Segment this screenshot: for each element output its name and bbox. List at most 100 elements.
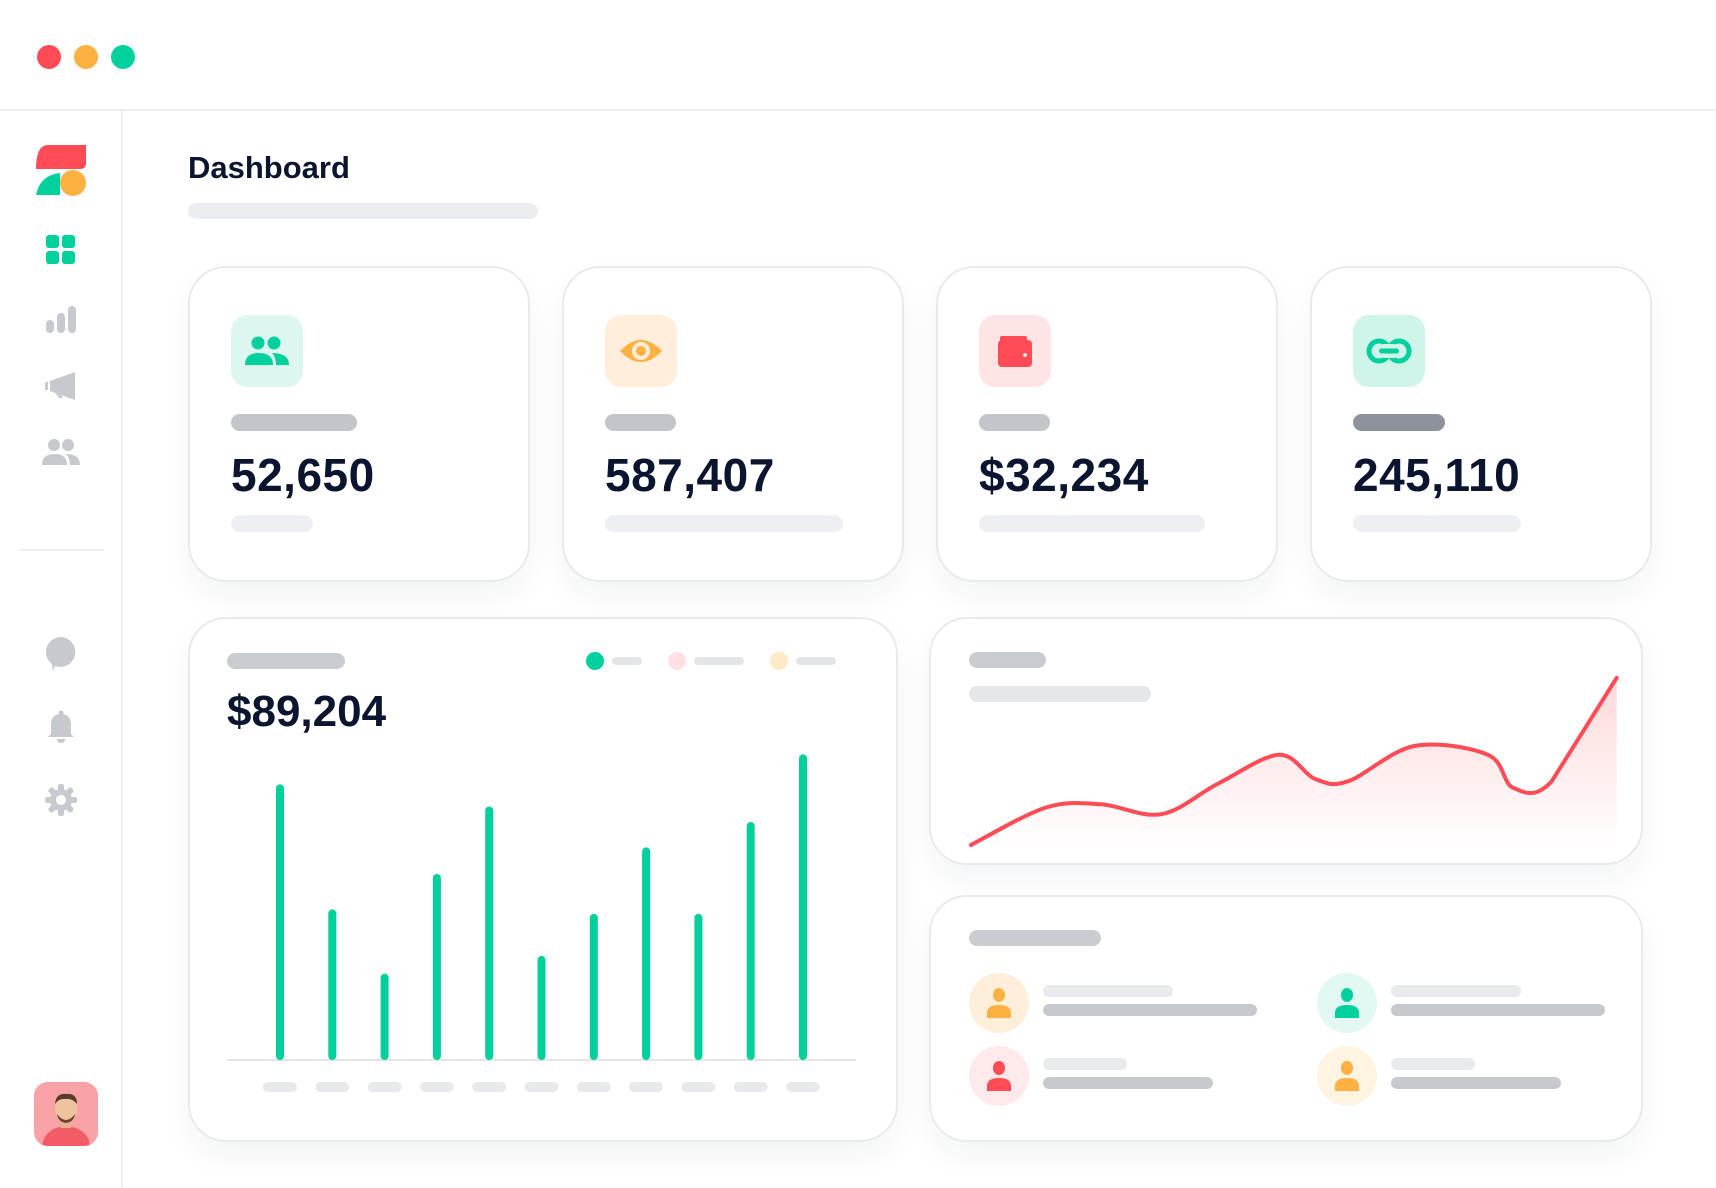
avatar [969,1046,1029,1106]
users-icon [231,315,303,387]
x-tick-label-placeholder [681,1082,716,1092]
stat-caption-placeholder [605,515,843,532]
stat-label-placeholder [605,414,676,431]
bar[interactable] [537,955,546,1060]
avatar [1317,1046,1377,1106]
page-title: Dashboard [188,150,350,185]
revenue-value: $89,204 [227,687,387,736]
maximize-window-button[interactable] [111,45,135,69]
user-icon [987,1061,1011,1091]
stat-card[interactable]: 587,407 [562,266,904,582]
users-icon [42,439,80,465]
app-logo [36,145,86,196]
x-tick-label-placeholder [419,1082,454,1092]
bar-chart [227,754,856,1092]
avatar [1317,973,1377,1033]
avatar-portrait [34,1082,98,1146]
item-title-placeholder [1043,1058,1127,1070]
legend-swatch [586,652,604,670]
stat-card[interactable]: 245,110 [1310,266,1652,582]
list-item[interactable] [969,973,1299,1033]
legend-label-placeholder [796,657,836,665]
minimize-window-button[interactable] [74,45,98,69]
sidebar-item-settings[interactable] [41,780,81,820]
item-subtitle-placeholder [1391,1077,1561,1089]
list-item[interactable] [969,1046,1299,1106]
item-subtitle-placeholder [1043,1077,1213,1089]
bell-icon [48,710,74,743]
legend-label-placeholder [694,657,744,665]
x-tick-label-placeholder [576,1082,611,1092]
megaphone-icon [45,372,75,400]
item-subtitle-placeholder [1391,1004,1605,1016]
x-tick-label-placeholder [263,1082,297,1092]
x-tick-label-placeholder [367,1082,402,1092]
sidebar-item-dashboard[interactable] [41,230,81,270]
bar[interactable] [746,821,755,1060]
gear-icon [45,784,77,816]
legend-swatch [668,652,686,670]
grid-icon [46,235,75,264]
wallet-icon [979,315,1051,387]
line-chart [969,675,1619,847]
legend-item[interactable] [770,652,836,670]
user-icon [987,988,1011,1018]
x-tick-label-placeholder [315,1082,350,1092]
sidebar-item-users[interactable] [41,432,81,472]
stat-label-placeholder [1353,414,1445,431]
chat-icon [46,637,76,671]
subtitle-placeholder [188,203,538,219]
card-title-placeholder [227,653,345,669]
sidebar-item-analytics[interactable] [41,299,81,339]
sidebar-item-messages[interactable] [41,634,81,674]
stat-label-placeholder [231,414,357,431]
bar[interactable] [485,806,494,1060]
stat-value: 245,110 [1353,449,1521,501]
item-title-placeholder [1391,985,1521,997]
legend-item[interactable] [668,652,744,670]
sidebar-separator [20,549,104,551]
stat-label-placeholder [979,414,1050,431]
chart-legend [586,652,836,670]
list-item[interactable] [1317,1046,1647,1106]
bar[interactable] [432,874,441,1060]
item-title-placeholder [1043,985,1173,997]
sidebar-item-campaigns[interactable] [41,366,81,406]
bar[interactable] [642,847,651,1060]
stat-card[interactable]: 52,650 [188,266,530,582]
user-avatar[interactable] [34,1082,98,1146]
trend-chart-card [929,617,1643,865]
bar[interactable] [799,754,807,1060]
sidebar-item-notifications[interactable] [41,707,81,747]
bar[interactable] [328,909,337,1060]
x-tick-label-placeholder [472,1082,507,1092]
x-tick-label-placeholder [524,1082,559,1092]
bar[interactable] [694,913,703,1060]
bar[interactable] [276,784,284,1060]
line-series [969,675,1619,847]
stat-value: 52,650 [231,449,375,501]
stat-card[interactable]: $32,234 [936,266,1278,582]
bar[interactable] [589,913,598,1060]
legend-item[interactable] [586,652,642,670]
sidebar-divider [121,110,123,1188]
legend-label-placeholder [612,657,642,665]
stat-caption-placeholder [231,515,313,532]
bar[interactable] [380,973,389,1060]
item-title-placeholder [1391,1058,1475,1070]
titlebar-divider [0,109,1716,111]
card-subtitle-placeholder [969,686,1151,702]
card-title-placeholder [969,930,1101,946]
card-title-placeholder [969,652,1046,668]
close-window-button[interactable] [37,45,61,69]
x-tick-label-placeholder [786,1082,820,1092]
stat-value: $32,234 [979,449,1149,501]
list-item[interactable] [1317,973,1647,1033]
x-tick-label-placeholder [629,1082,664,1092]
stat-value: 587,407 [605,449,775,501]
bar-chart-icon [46,306,76,333]
avatar [969,973,1029,1033]
user-icon [1335,988,1359,1018]
stat-caption-placeholder [1353,515,1521,532]
users-list-card [929,895,1643,1142]
